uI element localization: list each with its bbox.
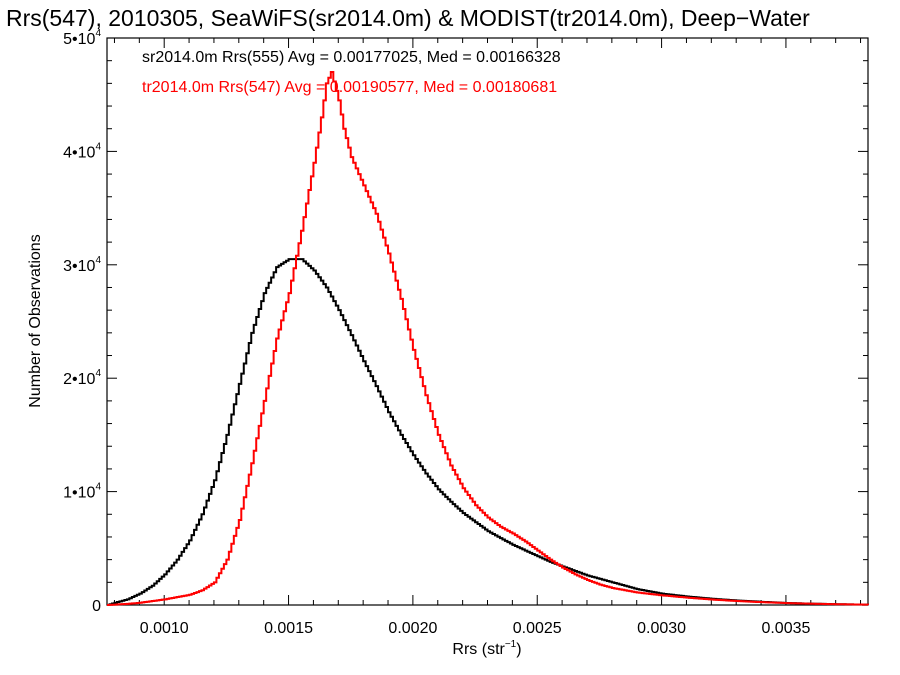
series-layer xyxy=(107,71,869,606)
plot-frame xyxy=(106,37,869,606)
y-axis-ticks: 0 1•104 2•104 3•104 4•104 5•104 xyxy=(63,28,868,615)
y-axis-label: Number of Observations xyxy=(27,234,44,407)
x-tick-label: 0.0035 xyxy=(761,620,810,637)
x-tick-label: 0.0010 xyxy=(140,620,189,637)
series-line-1 xyxy=(107,71,869,606)
y-tick-label: 3•104 xyxy=(63,255,101,275)
x-axis-label-tail: ) xyxy=(516,641,521,658)
x-tick-label: 0.0015 xyxy=(264,620,313,637)
y-tick-label: 4•104 xyxy=(63,141,101,161)
series-line-0 xyxy=(107,258,869,606)
x-axis-label-superscript: −1 xyxy=(505,639,517,650)
chart-title: Rrs(547), 2010305, SeaWiFS(sr2014.0m) & … xyxy=(6,5,810,31)
y-tick-label: 5•104 xyxy=(63,28,101,48)
legend-entry-tr2014: tr2014.0m Rrs(547) Avg = 0.00190577, Med… xyxy=(142,79,557,96)
legend-entry-sr2014: sr2014.0m Rrs(555) Avg = 0.00177025, Med… xyxy=(142,49,561,66)
x-tick-label: 0.0030 xyxy=(637,620,686,637)
x-tick-label: 0.0025 xyxy=(513,620,562,637)
y-tick-label: 2•104 xyxy=(63,368,101,388)
x-tick-label: 0.0020 xyxy=(388,620,437,637)
y-tick-label: 1•104 xyxy=(63,482,101,502)
y-tick-label: 0 xyxy=(92,598,101,615)
x-axis-label-main: Rrs (str xyxy=(452,641,505,658)
x-axis-ticks: 0.0010 0.0015 0.0020 0.0025 0.0030 0.0035 xyxy=(113,38,862,637)
x-axis-label: Rrs (str−1) xyxy=(452,639,521,658)
